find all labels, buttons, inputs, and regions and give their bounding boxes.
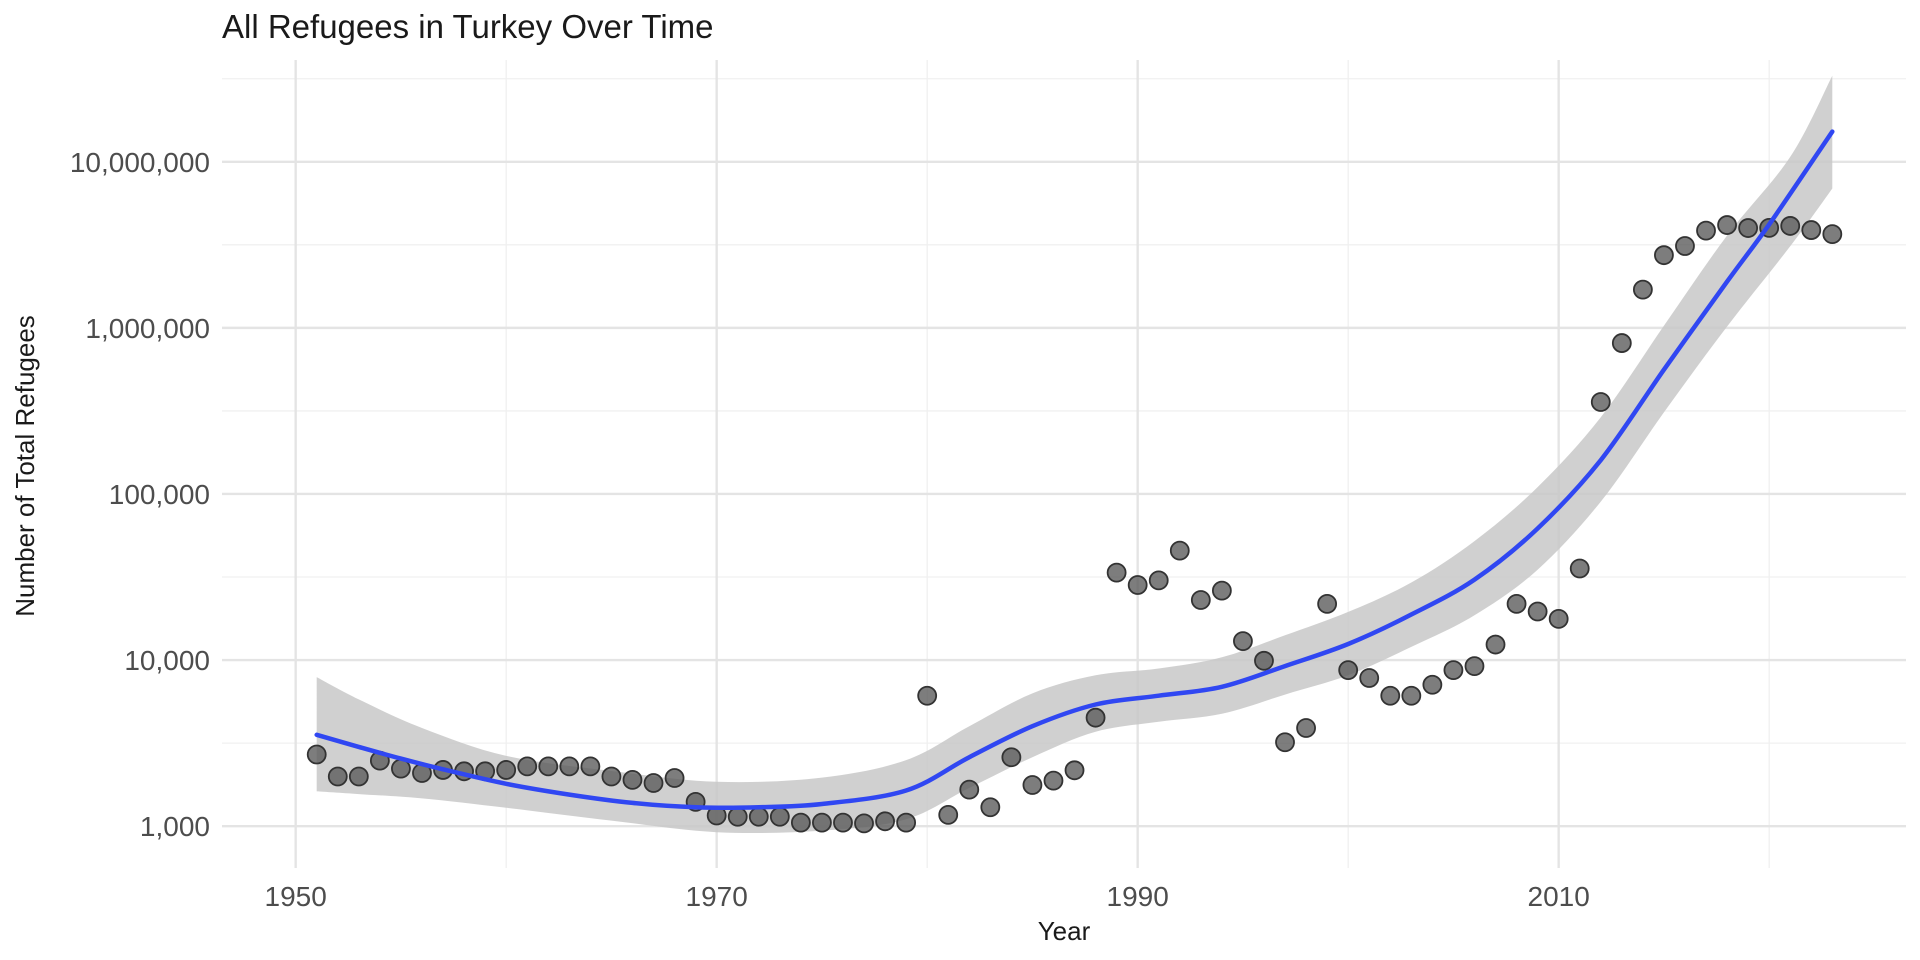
data-point [1275,732,1295,753]
data-point [1254,650,1274,671]
trend-line [314,129,1835,810]
data-point [1527,601,1548,622]
data-point [1127,575,1148,595]
data-points [306,215,1843,834]
data-point [1548,608,1569,629]
data-point [854,813,874,834]
y-tick-label: 1,000 [140,811,210,842]
data-point [1380,685,1401,706]
x-tick-label: 2010 [1528,881,1590,912]
data-point [1064,760,1085,781]
data-point [1148,570,1169,591]
x-axis-tick-labels: 1950 1970 1990 2010 [265,881,1590,912]
data-point [1485,634,1506,655]
data-point [1443,660,1464,681]
y-axis-title: Number of Total Refugees [10,315,40,617]
data-point [896,812,917,833]
x-tick-label: 1970 [686,881,748,912]
data-point [1169,540,1190,561]
data-point [1590,392,1611,412]
data-point [1233,631,1253,652]
data-point [1822,224,1843,244]
data-point [790,812,811,833]
data-point [1359,668,1380,688]
data-point [1738,218,1759,238]
confidence-band-area [316,75,1833,834]
major-gridlines [222,60,1906,868]
y-tick-label: 100,000 [109,479,210,510]
data-point [833,812,853,833]
data-point [1654,245,1674,266]
chart-title: All Refugees in Turkey Over Time [222,8,714,45]
y-axis-tick-labels: 1,000 10,000 100,000 1,000,000 10,000,000 [70,147,210,842]
data-point [1422,674,1443,695]
data-point [875,811,895,832]
data-point [980,797,1001,818]
data-point [306,744,327,765]
trend-line-path [314,129,1835,810]
data-point [348,766,369,787]
data-point [812,812,832,833]
data-point [664,768,685,788]
data-point [1317,593,1338,614]
x-axis-title: Year [1038,916,1091,946]
data-point [580,756,601,777]
minor-gridlines [222,60,1906,868]
data-point [727,806,748,827]
data-point [538,756,559,777]
data-point [1780,216,1801,236]
data-point [938,804,959,825]
y-tick-label: 1,000,000 [85,313,210,344]
data-point [643,773,664,793]
data-point [1296,718,1316,738]
data-point [1043,770,1064,791]
data-point [1506,593,1527,614]
y-tick-label: 10,000,000 [70,147,210,178]
data-point [748,806,769,827]
data-point [559,756,580,777]
data-point [1211,580,1232,601]
data-point [1338,660,1359,681]
data-point [1464,656,1485,676]
data-point [917,685,938,706]
data-point [601,766,622,787]
data-point [1632,279,1653,300]
data-point [1401,685,1422,706]
data-point [1001,747,1022,768]
data-point [517,756,538,777]
data-point [496,760,517,780]
x-tick-label: 1990 [1107,881,1169,912]
data-point [1717,215,1737,235]
data-point [1190,590,1211,610]
data-point [1022,775,1043,795]
y-tick-label: 10,000 [124,645,210,676]
data-point [959,779,980,800]
data-point [1106,562,1127,583]
data-point [1569,558,1590,579]
data-point [327,766,348,787]
data-point [769,806,790,827]
data-point [1696,220,1716,241]
data-point [622,769,643,790]
data-point [1675,236,1695,256]
confidence-band [316,75,1833,834]
data-point [1801,220,1822,240]
x-tick-label: 1950 [265,881,327,912]
data-point [1611,333,1632,353]
data-point [1085,707,1106,728]
